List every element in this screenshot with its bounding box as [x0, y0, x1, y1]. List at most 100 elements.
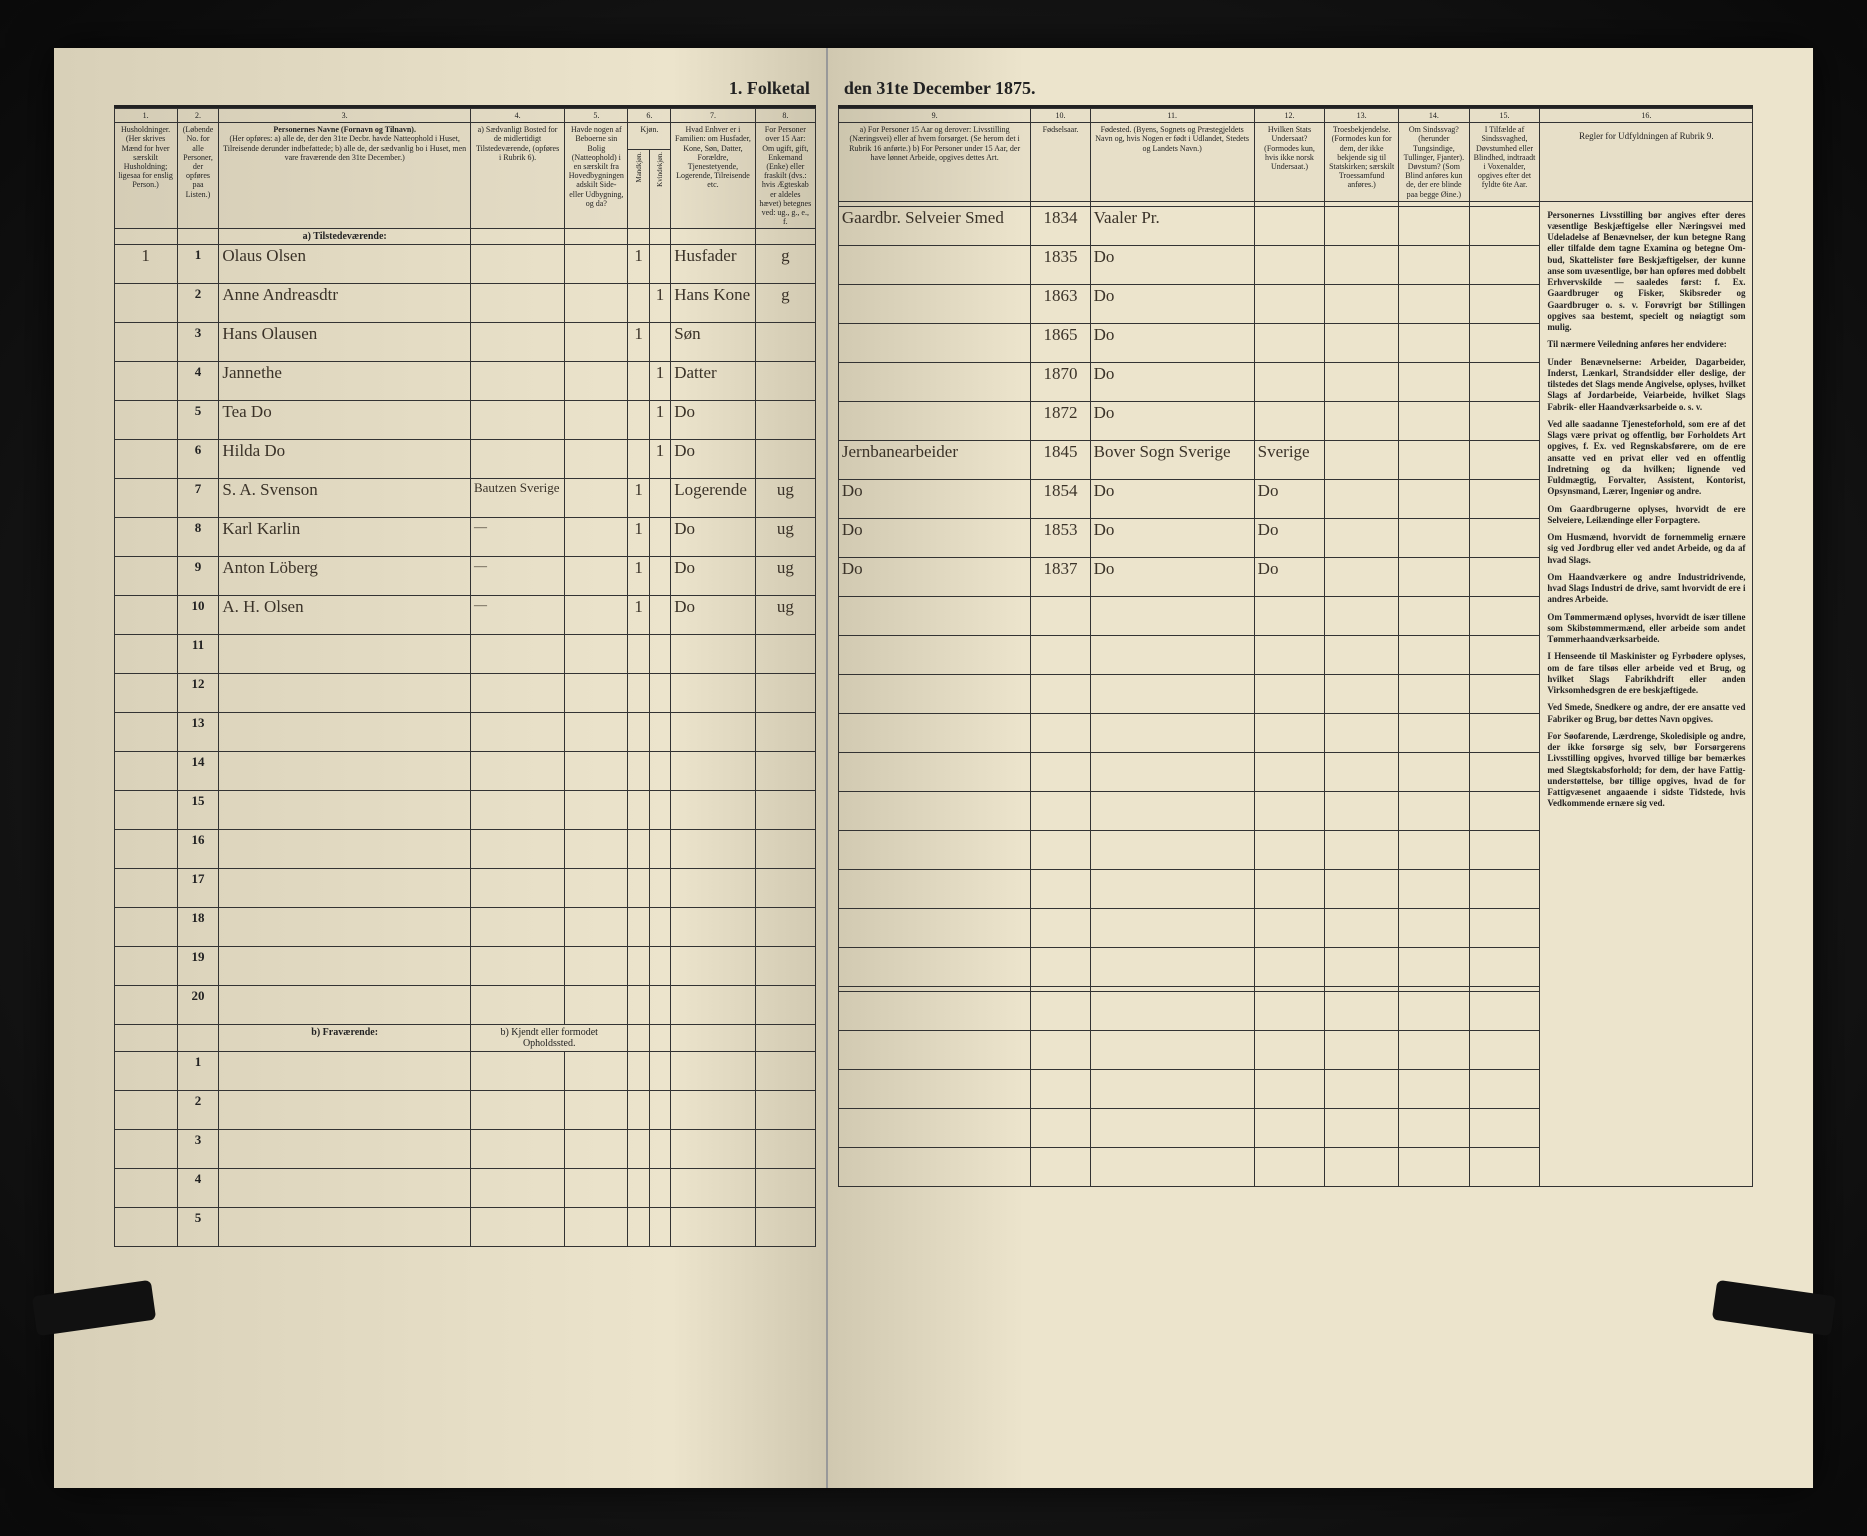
cell-family-pos: Husfader — [671, 245, 756, 284]
cell-occupation: Gaardbr. Selveier Smed — [838, 206, 1031, 245]
cell-residence: — — [470, 518, 564, 557]
cell-disability — [1399, 401, 1470, 440]
cell-household — [114, 479, 177, 518]
hdr-outbuilding: Havde nogen af Beboerne sin Bolig (Natte… — [565, 123, 628, 229]
cell-faith — [1325, 284, 1399, 323]
cell-birthplace: Bover Sogn Sverige — [1090, 440, 1254, 479]
table-row-empty: 16 — [114, 830, 815, 869]
cell-nationality: Sverige — [1254, 440, 1325, 479]
instructions-para: Om Husmænd, hvorvidt de fornemmelig ernæ… — [1547, 532, 1745, 566]
cell-disability-age — [1469, 284, 1540, 323]
cell-person-no: 9 — [177, 557, 219, 596]
cell-birthyear: 1845 — [1031, 440, 1090, 479]
cell-household — [114, 323, 177, 362]
col-6: 6. — [628, 109, 671, 123]
cell-household — [114, 518, 177, 557]
cell-civil: ug — [755, 557, 815, 596]
cell-outbuilding — [565, 557, 628, 596]
cell-male: 1 — [628, 596, 649, 635]
cell-person-no: 10 — [177, 596, 219, 635]
hdr-occupation: a) For Personer 15 Aar og derover: Livss… — [838, 123, 1031, 202]
cell-family-pos: Hans Kone — [671, 284, 756, 323]
cell-civil — [755, 323, 815, 362]
table-row: 4Jannethe1Datter — [114, 362, 815, 401]
col-16: 16. — [1540, 109, 1753, 123]
cell-birthyear: 1834 — [1031, 206, 1090, 245]
cell-outbuilding — [565, 518, 628, 557]
cell-outbuilding — [565, 323, 628, 362]
cell-occupation — [838, 401, 1031, 440]
col-11: 11. — [1090, 109, 1254, 123]
cell-nationality: Do — [1254, 518, 1325, 557]
cell-disability — [1399, 440, 1470, 479]
column-header-row: Husholdninger. (Her skrives Mænd for hve… — [114, 123, 815, 150]
cell-family-pos: Datter — [671, 362, 756, 401]
cell-birthplace: Do — [1090, 401, 1254, 440]
table-row-absent: 2 — [114, 1091, 815, 1130]
ledger-table-left: 1. 2. 3. 4. 5. 6. 7. 8. Husholdninger. (… — [114, 108, 816, 1247]
cell-name: Jannethe — [219, 362, 471, 401]
table-row: 10A. H. Olsen—1Doug — [114, 596, 815, 635]
cell-outbuilding — [565, 596, 628, 635]
instructions-para: Ved Smede, Snedkere og andre, der ere an… — [1547, 702, 1745, 725]
table-row-empty: 11 — [114, 635, 815, 674]
cell-disability — [1399, 518, 1470, 557]
cell-birthyear: 1872 — [1031, 401, 1090, 440]
hdr-disability: Om Sindssvag? (herunder Tungsindige, Tul… — [1399, 123, 1470, 202]
column-header-row: a) For Personer 15 Aar og derover: Livss… — [838, 123, 1753, 202]
cell-household — [114, 557, 177, 596]
cell-residence — [470, 284, 564, 323]
col-1: 1. — [114, 109, 177, 123]
hdr-disability-age: I Tilfælde af Sindssvaghed, Døvstumhed e… — [1469, 123, 1540, 202]
cell-residence: — — [470, 557, 564, 596]
cell-disability — [1399, 206, 1470, 245]
col-3: 3. — [219, 109, 471, 123]
table-row-empty: 15 — [114, 791, 815, 830]
cell-outbuilding — [565, 479, 628, 518]
cell-family-pos: Do — [671, 518, 756, 557]
cell-nationality — [1254, 284, 1325, 323]
cell-female: 1 — [649, 401, 670, 440]
cell-name: Anne Andreasdtr — [219, 284, 471, 323]
instructions-para: Ved alle saadanne Tjenesteforhold, som e… — [1547, 419, 1745, 498]
hdr-sex: Kjøn. — [628, 123, 671, 150]
cell-civil: g — [755, 245, 815, 284]
cell-female: 1 — [649, 284, 670, 323]
hdr-birthplace: Fødested. (Byens, Sognets og Præstegjeld… — [1090, 123, 1254, 202]
table-row: 11Olaus Olsen1Husfaderg — [114, 245, 815, 284]
cell-household — [114, 440, 177, 479]
col-2: 2. — [177, 109, 219, 123]
hdr-names-title: Personernes Navne (Fornavn og Tilnavn). — [273, 125, 416, 134]
hdr-person-no: (Løbende No. for alle Personer, der opfø… — [177, 123, 219, 229]
page-title-left: 1. Folketal — [114, 78, 816, 103]
cell-occupation — [838, 245, 1031, 284]
cell-birthyear: 1870 — [1031, 362, 1090, 401]
instructions-para: Personernes Livsstilling bør angives eft… — [1547, 210, 1745, 334]
cell-birthyear: 1854 — [1031, 479, 1090, 518]
cell-name: A. H. Olsen — [219, 596, 471, 635]
cell-family-pos: Logerende — [671, 479, 756, 518]
table-row: 2Anne Andreasdtr1Hans Koneg — [114, 284, 815, 323]
cell-nationality — [1254, 206, 1325, 245]
cell-disability — [1399, 245, 1470, 284]
cell-household — [114, 596, 177, 635]
cell-name: S. A. Svenson — [219, 479, 471, 518]
cell-civil — [755, 401, 815, 440]
cell-person-no: 8 — [177, 518, 219, 557]
cell-male — [628, 440, 649, 479]
cell-family-pos: Do — [671, 596, 756, 635]
cell-household — [114, 284, 177, 323]
cell-residence: — — [470, 596, 564, 635]
cell-occupation: Do — [838, 518, 1031, 557]
cell-family-pos: Do — [671, 557, 756, 596]
table-row: 8Karl Karlin—1Doug — [114, 518, 815, 557]
col-12: 12. — [1254, 109, 1325, 123]
cell-faith — [1325, 518, 1399, 557]
table-row-absent: 3 — [114, 1130, 815, 1169]
cell-female — [649, 479, 670, 518]
cell-person-no: 1 — [177, 245, 219, 284]
cell-male — [628, 401, 649, 440]
instructions-para: Under Benævnelserne: Arbeider, Dagarbeid… — [1547, 357, 1745, 413]
cell-civil: g — [755, 284, 815, 323]
cell-disability — [1399, 323, 1470, 362]
